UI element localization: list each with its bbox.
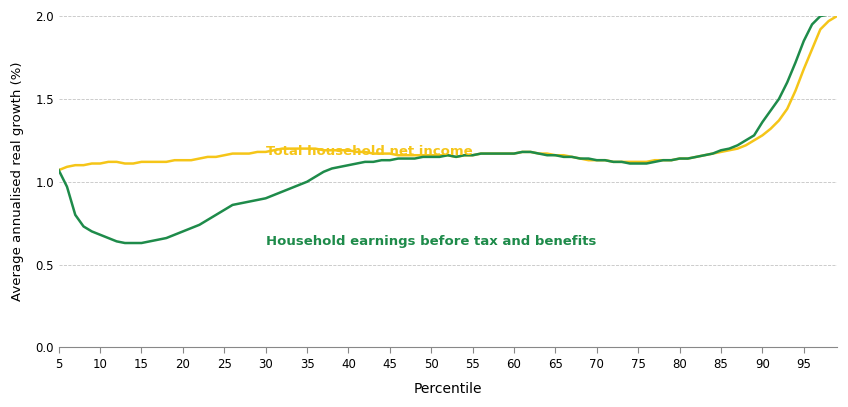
Text: Total household net income: Total household net income — [265, 145, 472, 158]
Text: Household earnings before tax and benefits: Household earnings before tax and benefi… — [265, 235, 596, 248]
X-axis label: Percentile: Percentile — [414, 382, 482, 396]
Y-axis label: Average annualised real growth (%): Average annualised real growth (%) — [11, 62, 24, 302]
